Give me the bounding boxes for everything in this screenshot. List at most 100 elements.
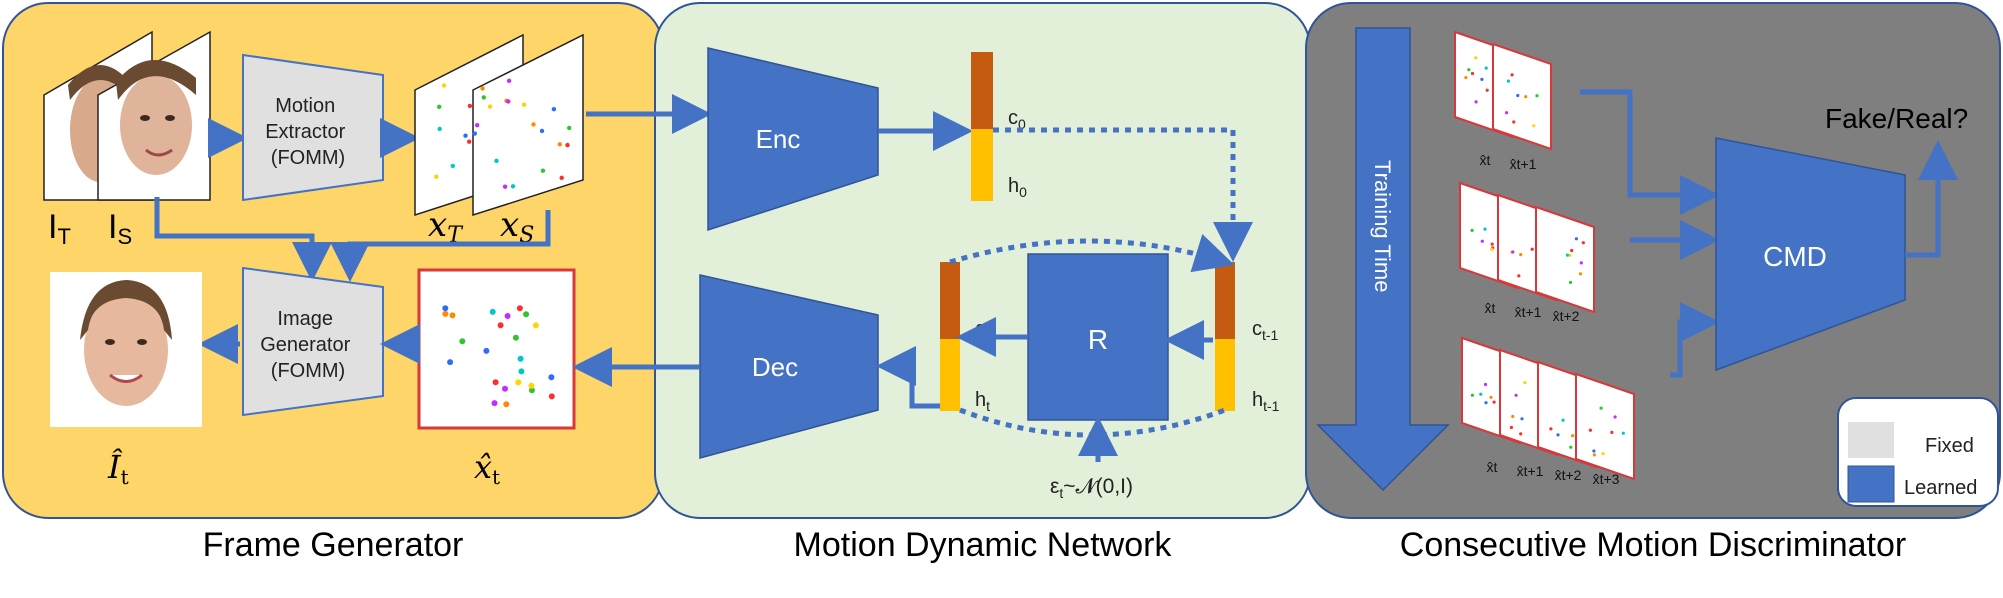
keypoint-dot	[437, 104, 442, 110]
cell-state-c0	[971, 52, 993, 129]
keypoint-dot	[1510, 73, 1514, 77]
keypoint-dot	[494, 158, 499, 163]
keypoint-dot	[510, 184, 516, 189]
keypoint-dot	[1517, 274, 1521, 278]
keypoint-dot	[506, 78, 512, 84]
sequence-frame-label: x̂t	[1485, 300, 1496, 316]
keypoint-dot	[504, 313, 511, 319]
fake-real-label: Fake/Real?	[1825, 103, 1968, 134]
keypoint-dot	[1483, 382, 1488, 387]
arrow-stack3-to-cmd	[1670, 302, 1720, 378]
keypoint-dot	[459, 338, 466, 345]
keypoint-dot	[532, 322, 539, 329]
output-face-image	[50, 272, 202, 427]
keypoint-dot	[1512, 120, 1516, 124]
keypoint-dot	[463, 133, 468, 138]
keypoint-dot	[483, 347, 490, 354]
label-h0: h0	[1008, 175, 1027, 200]
keypoint-dot	[522, 102, 527, 107]
keypoint-dot	[1588, 428, 1592, 432]
keypoint-dot	[515, 379, 522, 386]
keypoint-dot	[1490, 242, 1494, 246]
keypoint-dot	[1474, 100, 1478, 104]
keypoint-dot	[528, 387, 535, 394]
arrow-source-to-generator	[154, 197, 332, 282]
keypoint-dot	[1467, 68, 1471, 72]
keypoint-dot	[1489, 395, 1493, 399]
keypoint-dot	[1549, 427, 1553, 431]
keypoint-dot	[1520, 417, 1524, 421]
sequence-frame-label: x̂t	[1480, 152, 1491, 168]
recurrent-block	[1027, 253, 1169, 421]
motion-extractor-label: Motion Extractor (FOMM)	[265, 95, 351, 169]
sequence-frame-label: x̂t+3	[1593, 471, 1620, 487]
label-i-t: IT	[48, 208, 71, 249]
sequence-frame-dots	[1588, 406, 1625, 457]
keypoint-dot	[481, 95, 486, 100]
keypoint-dot	[1574, 237, 1578, 241]
keypoint-dot	[1601, 452, 1605, 456]
keypoint-dot	[437, 126, 442, 132]
sequence-frame-label: x̂t+1	[1517, 463, 1544, 479]
keypoint-dot	[487, 104, 493, 109]
keypoint-dot	[441, 83, 447, 88]
keypoint-dot	[1569, 445, 1573, 449]
keypoint-dot	[1523, 381, 1527, 385]
decoder-label: Dec	[752, 352, 798, 382]
keypoint-dot	[1592, 449, 1596, 453]
sequence-frame-label: x̂t+1	[1510, 156, 1537, 172]
sequence-frame	[1575, 372, 1635, 481]
keypoint-dot	[1579, 261, 1583, 265]
keypoint-dot	[1568, 280, 1573, 284]
keypoint-dot	[539, 128, 545, 134]
keypoint-dot	[1484, 401, 1488, 405]
motion-extractor-block	[242, 53, 384, 202]
sequence-frame-label: x̂t+1	[1515, 304, 1542, 320]
legend-fixed-label: Fixed	[1925, 435, 1974, 457]
keypoint-dot	[1470, 71, 1475, 76]
keypoint-dot	[548, 393, 555, 400]
dotted-recurrent-loop-top	[949, 233, 1235, 273]
keypoint-dot	[1570, 248, 1574, 253]
cell-state-ct	[940, 262, 960, 339]
keypoint-dot	[1506, 79, 1510, 83]
label-i-hat-t: Ît	[107, 448, 129, 489]
keypoint-dot	[1464, 76, 1468, 80]
label-ht: ht	[975, 389, 990, 414]
keypoint-dot	[559, 175, 564, 180]
sequence-frame	[1492, 42, 1552, 151]
sequence-frame-dots	[1565, 237, 1585, 284]
keypoint-dot	[1479, 392, 1483, 396]
sequence-frame-label: x̂t	[1487, 459, 1498, 475]
keypoint-dot	[557, 142, 562, 147]
recurrent-label: R	[1088, 324, 1108, 355]
keypoint-dot	[1561, 418, 1565, 422]
keypoint-dot	[1578, 272, 1583, 276]
cmd-block	[1715, 137, 1906, 372]
keypoint-dot	[1532, 124, 1536, 128]
keypoint-dot	[1610, 430, 1614, 434]
keypoint-dot	[1511, 414, 1515, 419]
keypoint-dot	[512, 334, 519, 341]
source-face-image	[97, 30, 211, 201]
keypoint-dot	[528, 382, 535, 389]
keypoint-dot	[442, 305, 449, 312]
keypoint-dot	[1530, 247, 1534, 251]
keypoint-dot	[1505, 111, 1509, 115]
keypoint-dot	[1516, 93, 1520, 98]
keypoint-dot	[502, 184, 508, 189]
dotted-arrow-state-to-prev	[993, 127, 1253, 262]
keypoint-dot	[1485, 88, 1489, 92]
keypoint-dot	[449, 312, 456, 319]
keypoint-dot	[1613, 415, 1617, 419]
image-generator-label: Image Generator (FOMM)	[260, 308, 356, 382]
keypoint-dot	[523, 311, 530, 318]
label-htm1: ht-1	[1252, 389, 1280, 414]
keypoint-dot	[1568, 253, 1572, 257]
keypoints-source	[472, 33, 584, 217]
keypoint-dot	[489, 308, 496, 315]
keypoint-dot	[540, 168, 546, 173]
frame-generator-caption: Frame Generator	[202, 526, 464, 564]
legend-learned-label: Learned	[1904, 477, 1977, 499]
keypoint-dot	[1535, 94, 1539, 98]
